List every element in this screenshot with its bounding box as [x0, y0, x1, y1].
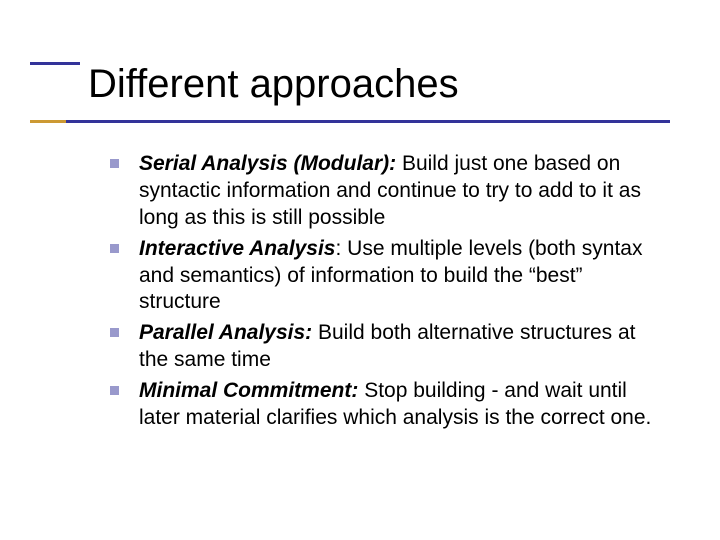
content-list: Serial Analysis (Modular): Build just on…	[110, 151, 660, 432]
list-item-text: Parallel Analysis: Build both alternativ…	[139, 320, 660, 374]
list-item-text: Interactive Analysis: Use multiple level…	[139, 236, 660, 317]
rule-bottom	[30, 120, 670, 123]
square-bullet-icon	[110, 328, 119, 337]
rule-top	[30, 62, 80, 65]
list-item-label: Interactive Analysis	[139, 237, 336, 260]
rule-accent	[30, 120, 66, 123]
list-item-label: Minimal Commitment:	[139, 379, 364, 402]
list-item-label: Parallel Analysis:	[139, 321, 318, 344]
square-bullet-icon	[110, 244, 119, 253]
page-title: Different approaches	[88, 62, 670, 107]
list-item-label: Serial Analysis (Modular):	[139, 152, 402, 175]
list-item: Serial Analysis (Modular): Build just on…	[110, 151, 660, 232]
square-bullet-icon	[110, 386, 119, 395]
list-item: Parallel Analysis: Build both alternativ…	[110, 320, 660, 374]
list-item-text: Minimal Commitment: Stop building - and …	[139, 378, 660, 432]
list-item: Minimal Commitment: Stop building - and …	[110, 378, 660, 432]
list-item-text: Serial Analysis (Modular): Build just on…	[139, 151, 660, 232]
list-item: Interactive Analysis: Use multiple level…	[110, 236, 660, 317]
square-bullet-icon	[110, 159, 119, 168]
slide: Different approaches Serial Analysis (Mo…	[0, 0, 720, 540]
